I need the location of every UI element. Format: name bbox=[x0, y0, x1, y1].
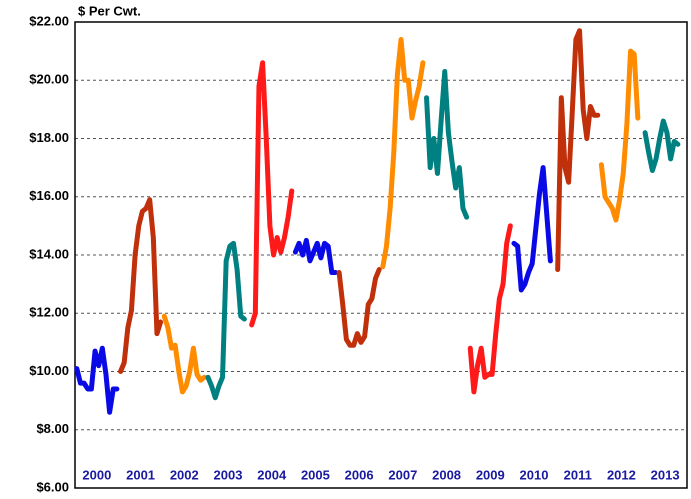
x-tick-label: 2008 bbox=[432, 467, 461, 482]
y-tick-label: $8.00 bbox=[36, 421, 69, 436]
y-tick-label: $20.00 bbox=[29, 72, 69, 87]
line bbox=[424, 69, 470, 220]
x-tick-label: 2006 bbox=[345, 467, 374, 482]
x-tick-label: 2004 bbox=[257, 467, 287, 482]
line bbox=[336, 267, 382, 348]
x-tick-label: 2009 bbox=[476, 467, 505, 482]
x-tick-label: 2000 bbox=[82, 467, 111, 482]
line bbox=[511, 165, 553, 293]
plot-frame bbox=[74, 21, 688, 489]
x-tick-label: 2005 bbox=[301, 467, 330, 482]
y-tick-label: $6.00 bbox=[36, 479, 69, 494]
x-tick-label: 2002 bbox=[170, 467, 199, 482]
line bbox=[292, 237, 338, 275]
line bbox=[380, 36, 426, 270]
line bbox=[467, 223, 513, 395]
y-tick-label: $14.00 bbox=[29, 246, 69, 261]
x-tick-label: 2011 bbox=[564, 467, 592, 482]
line bbox=[205, 240, 247, 401]
x-tick-label: 2010 bbox=[520, 467, 549, 482]
y-axis-label: $ Per Cwt. bbox=[78, 3, 141, 18]
y-tick-label: $18.00 bbox=[29, 130, 69, 145]
y-tick-label: $10.00 bbox=[29, 363, 69, 378]
line bbox=[74, 345, 120, 415]
line bbox=[555, 28, 601, 273]
y-tick-label: $22.00 bbox=[29, 13, 69, 28]
line bbox=[642, 118, 681, 174]
line bbox=[161, 313, 207, 395]
line bbox=[118, 197, 164, 374]
x-tick-label: 2012 bbox=[607, 467, 636, 482]
y-tick-label: $16.00 bbox=[29, 188, 69, 203]
line bbox=[249, 60, 295, 328]
x-tick-label: 2013 bbox=[651, 467, 680, 482]
x-tick-label: 2001 bbox=[126, 467, 155, 482]
x-tick-label: 2003 bbox=[214, 467, 243, 482]
x-tick-label: 2007 bbox=[388, 467, 417, 482]
y-tick-label: $12.00 bbox=[29, 305, 69, 320]
line bbox=[598, 48, 641, 223]
